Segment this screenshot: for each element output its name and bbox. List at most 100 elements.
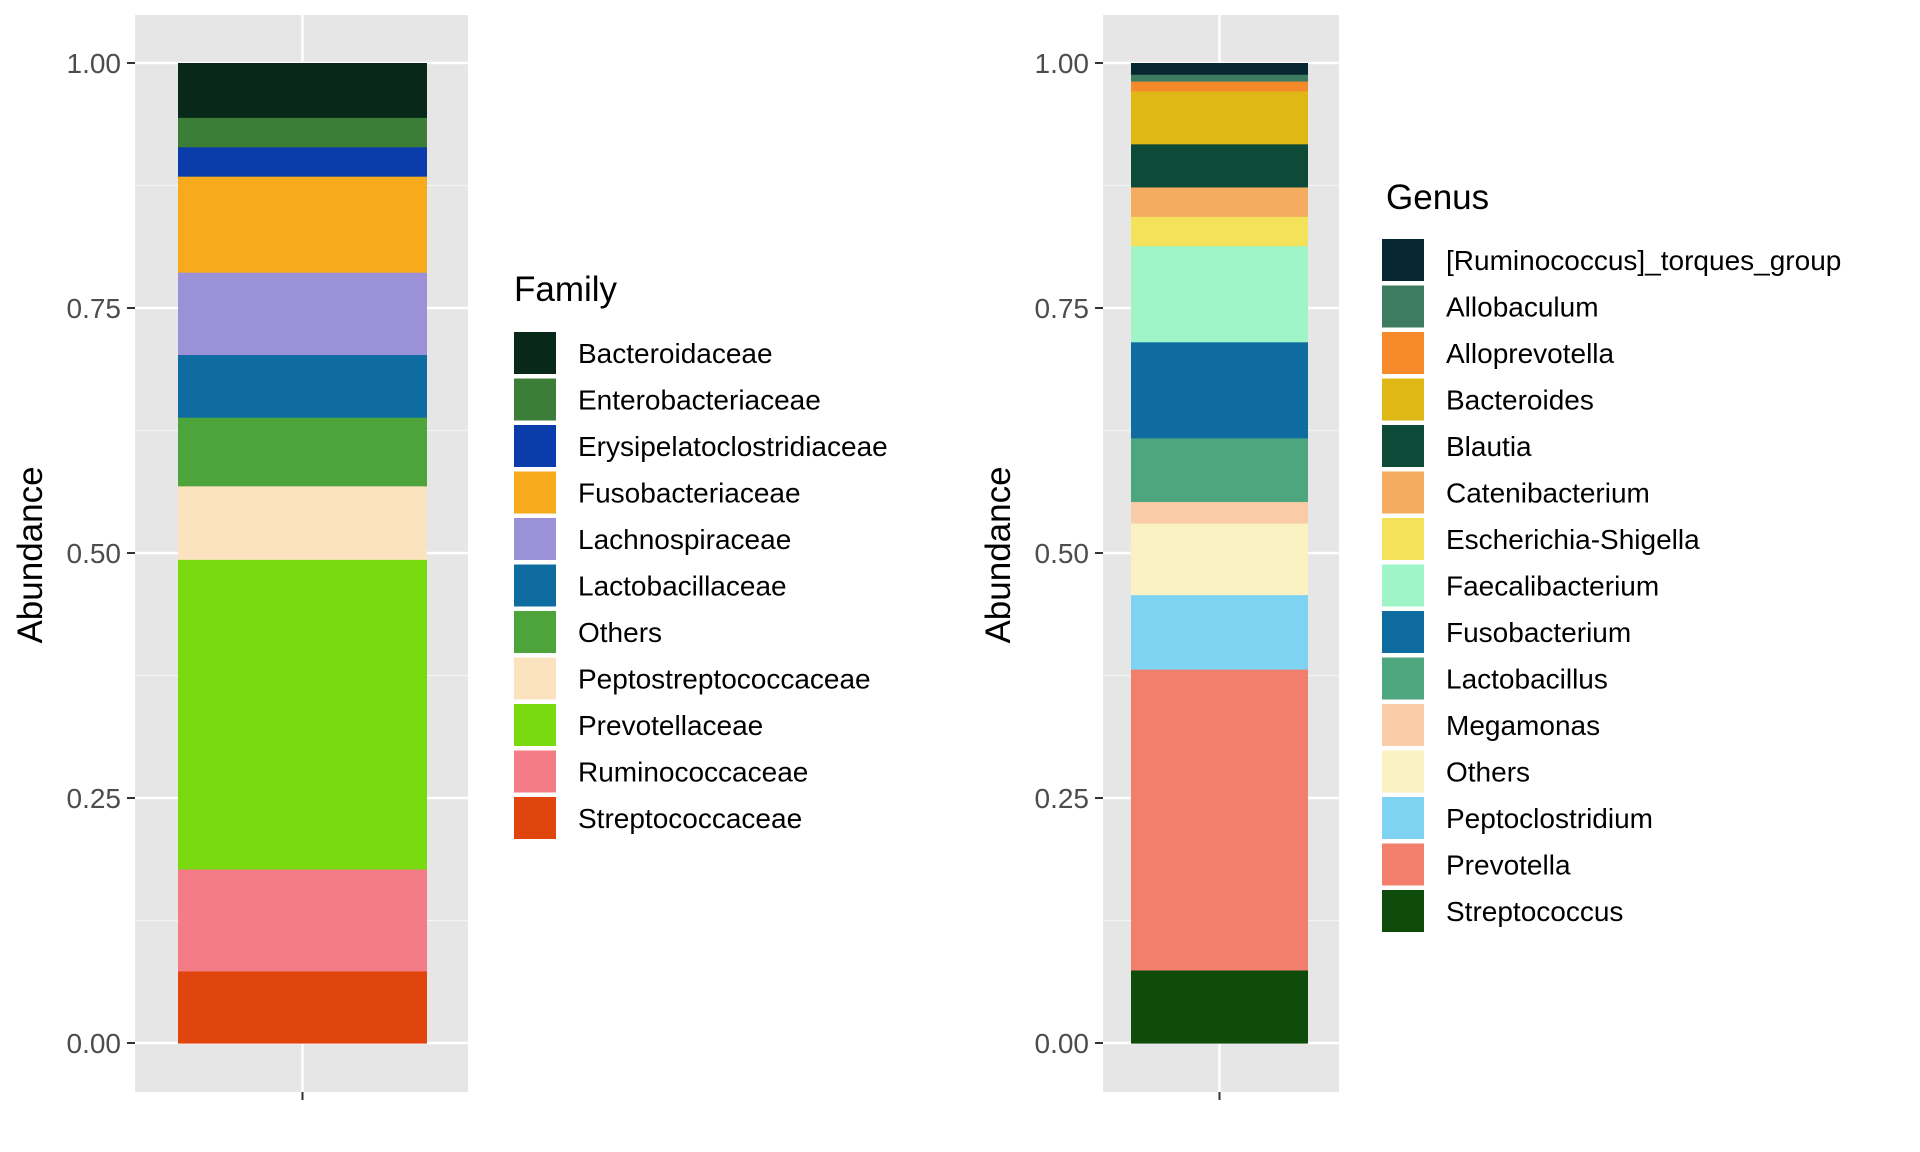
- y-tick-label: 0.50: [1035, 538, 1090, 569]
- legend-label: Bacteroides: [1446, 385, 1594, 416]
- bar-segment-prevotella: [1131, 669, 1308, 972]
- legend-key: [514, 750, 556, 793]
- bar-segment-others: [1131, 523, 1308, 596]
- legend-key: [1382, 890, 1424, 932]
- legend-label: Fusobacterium: [1446, 617, 1631, 648]
- legend-key: [514, 425, 556, 467]
- bar-segment--ruminococcus-torques-group: [1131, 63, 1308, 76]
- bar-segment-fusobacteriaceae: [178, 176, 427, 274]
- legend-label: Lactobacillaceae: [578, 571, 787, 602]
- legend-label: [Ruminococcus]_torques_group: [1446, 245, 1841, 276]
- legend-key: [1382, 285, 1424, 328]
- legend-label: Blautia: [1446, 431, 1532, 462]
- legend-key: [514, 797, 556, 839]
- y-axis: 0.00 0.25 0.50 0.75 1.00: [1035, 48, 1221, 1100]
- legend: Genus [Ruminococcus]_torques_group Alloba…: [1382, 178, 1841, 932]
- legend-label: Peptoclostridium: [1446, 803, 1653, 834]
- legend-label: Prevotella: [1446, 850, 1571, 881]
- y-tick-label: 1.00: [1035, 48, 1090, 79]
- y-axis-title: Abundance: [979, 466, 1018, 643]
- bar-segment-lactobacillaceae: [178, 355, 427, 419]
- legend-label: Faecalibacterium: [1446, 571, 1659, 602]
- legend-label: Erysipelatoclostridiaceae: [578, 431, 888, 462]
- bar-segment-faecalibacterium: [1131, 246, 1308, 343]
- bar-segment-lactobacillus: [1131, 438, 1308, 503]
- bar-segment-ruminococcaceae: [178, 869, 427, 973]
- y-tick-label: 0.25: [1035, 783, 1090, 814]
- bar-segment-prevotellaceae: [178, 559, 427, 871]
- legend-label: Lactobacillus: [1446, 664, 1608, 695]
- legend-label: Ruminococcaceae: [578, 757, 808, 788]
- bar-segment-bacteroidaceae: [178, 63, 427, 119]
- legend-items: [Ruminococcus]_torques_group Allobaculum A…: [1382, 239, 1841, 932]
- y-tick-label: 0.25: [67, 783, 122, 814]
- bar-stack: [178, 63, 427, 1044]
- bar-segment-catenibacterium: [1131, 187, 1308, 218]
- y-tick-label: 0.00: [67, 1028, 122, 1059]
- chart-family: 0.00 0.25 0.50 0.75 1.00 Abundance Family Ba…: [11, 15, 888, 1100]
- legend-key: [514, 378, 556, 421]
- legend-key: [1382, 425, 1424, 467]
- legend-key: [1382, 750, 1424, 793]
- chart-genus: 0.00 0.25 0.50 0.75 1.00 Abundance Genus [Ru…: [979, 15, 1841, 1100]
- legend-items: Bacteroidaceae Enterobacteriaceae Erysipel…: [514, 332, 888, 839]
- legend-key: [514, 518, 556, 560]
- legend-label: Others: [578, 617, 662, 648]
- legend: Family Bacteroidaceae Enterobacteriaceae E…: [514, 270, 888, 839]
- legend-key: [514, 564, 556, 607]
- legend-title: Genus: [1386, 178, 1489, 217]
- bar-segment-allobaculum: [1131, 74, 1308, 83]
- legend-key: [1382, 378, 1424, 421]
- bar-segment-alloprevotella: [1131, 81, 1308, 93]
- bar-stack: [1131, 63, 1308, 1044]
- legend-label: Prevotellaceae: [578, 710, 763, 741]
- bar-segment-streptococcaceae: [178, 971, 427, 1044]
- legend-key: [514, 332, 556, 374]
- legend-key: [514, 471, 556, 514]
- bar-segment-erysipelatoclostridiaceae: [178, 147, 427, 178]
- y-tick-label: 0.50: [67, 538, 122, 569]
- legend-key: [1382, 564, 1424, 607]
- legend-label: Streptococcaceae: [578, 803, 802, 834]
- legend-key: [514, 657, 556, 700]
- bar-segment-lachnospiraceae: [178, 272, 427, 356]
- legend-label: Lachnospiraceae: [578, 524, 791, 555]
- bar-segment-escherichia-shigella: [1131, 216, 1308, 247]
- legend-label: Catenibacterium: [1446, 478, 1650, 509]
- legend-key: [1382, 797, 1424, 839]
- legend-key: [1382, 843, 1424, 886]
- legend-label: Enterobacteriaceae: [578, 385, 821, 416]
- legend-key: [1382, 332, 1424, 374]
- bar-segment-streptococcus: [1131, 970, 1308, 1044]
- bar-segment-enterobacteriaceae: [178, 117, 427, 148]
- bar-segment-bacteroides: [1131, 91, 1308, 145]
- legend-label: Megamonas: [1446, 710, 1600, 741]
- legend-key: [1382, 657, 1424, 700]
- legend-key: [514, 611, 556, 653]
- y-tick-label: 0.00: [1035, 1028, 1090, 1059]
- bar-segment-peptoclostridium: [1131, 595, 1308, 671]
- legend-key: [1382, 704, 1424, 746]
- legend-title: Family: [514, 270, 618, 309]
- legend-label: Streptococcus: [1446, 896, 1623, 927]
- y-tick-label: 1.00: [67, 48, 122, 79]
- legend-key: [514, 704, 556, 746]
- legend-label: Others: [1446, 757, 1530, 788]
- y-axis: 0.00 0.25 0.50 0.75 1.00: [67, 48, 304, 1100]
- bar-segment-megamonas: [1131, 502, 1308, 525]
- bar-segment-peptostreptococcaceae: [178, 486, 427, 561]
- legend-label: Escherichia-Shigella: [1446, 524, 1700, 555]
- legend-key: [1382, 518, 1424, 560]
- bar-segment-fusobacterium: [1131, 342, 1308, 439]
- y-tick-label: 0.75: [1035, 293, 1090, 324]
- legend-label: Bacteroidaceae: [578, 338, 773, 369]
- legend-key: [1382, 239, 1424, 281]
- legend-label: Peptostreptococcaceae: [578, 664, 871, 695]
- legend-label: Alloprevotella: [1446, 338, 1615, 369]
- legend-label: Allobaculum: [1446, 292, 1599, 323]
- y-tick-label: 0.75: [67, 293, 122, 324]
- y-axis-title: Abundance: [11, 466, 50, 643]
- bar-segment-blautia: [1131, 144, 1308, 189]
- legend-key: [1382, 471, 1424, 514]
- legend-key: [1382, 611, 1424, 653]
